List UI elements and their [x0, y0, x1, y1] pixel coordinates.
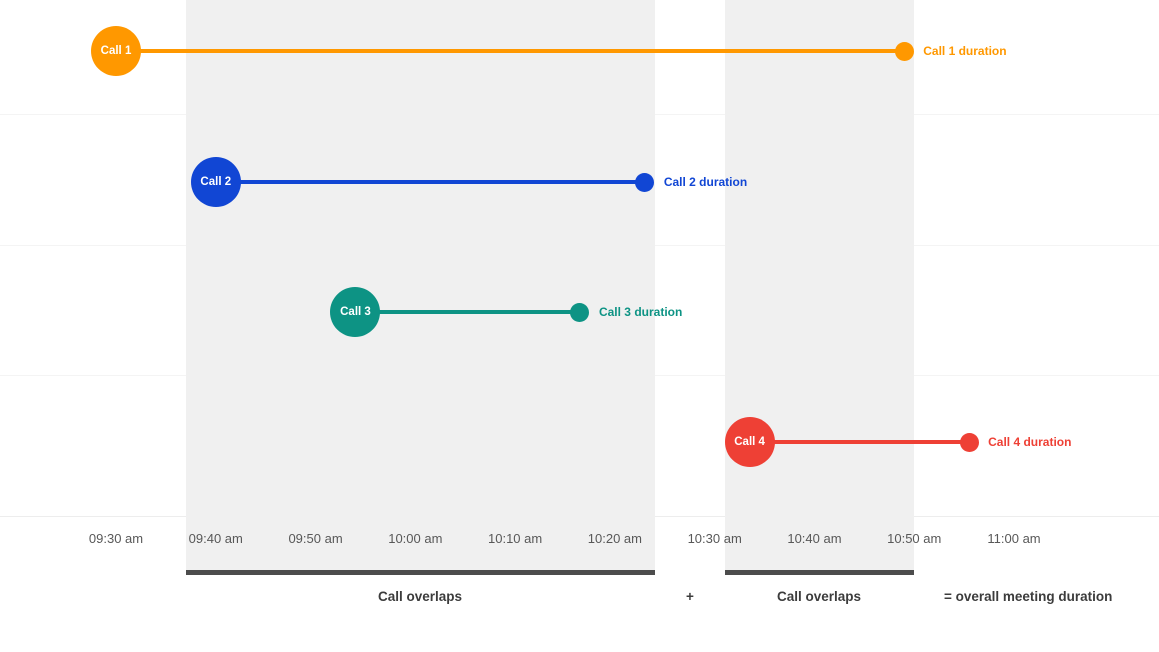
axis-tick-label: 10:20 am: [587, 531, 642, 546]
axis-tick-label: 09:30 am: [88, 531, 144, 546]
call-end-dot: [959, 432, 979, 452]
call-name-label: Call 1: [100, 45, 132, 57]
call-end-dot: [894, 41, 914, 61]
call-line: [749, 440, 970, 444]
overlap-underline-bar-2: [724, 570, 915, 575]
axis-tick-label: 09:40 am: [188, 531, 243, 546]
overlap-1-label: Call overlaps: [377, 589, 463, 604]
call-line: [215, 180, 645, 184]
call-line: [116, 49, 905, 53]
call-start-circle: Call 3: [330, 287, 381, 337]
call-start-circle: Call 4: [724, 417, 775, 467]
axis-tick-label: 10:30 am: [687, 531, 742, 546]
call-duration-label: Call 4 duration: [988, 435, 1072, 449]
overlap-2-label: Call overlaps: [776, 589, 862, 604]
call-name-label: Call 4: [734, 436, 765, 448]
call-duration-label: Call 1 duration: [923, 44, 1007, 58]
overlap-region-1: [185, 0, 655, 575]
axis-tick-label: 11:00 am: [987, 531, 1041, 546]
axis-tick-label: 10:10 am: [488, 531, 543, 546]
equals-overall-meeting-duration-label: = overall meeting duration: [944, 589, 1113, 604]
call-end-dot: [570, 302, 590, 322]
call-line: [355, 310, 580, 314]
overlap-underline-bar-1: [185, 570, 655, 575]
call-start-circle: Call 1: [91, 26, 141, 76]
call-start-circle: Call 2: [190, 157, 241, 207]
plus-sign: +: [686, 589, 694, 604]
call-name-label: Call 2: [200, 176, 232, 188]
call-duration-label: Call 2 duration: [663, 175, 748, 189]
axis-tick-label: 10:00 am: [388, 531, 443, 546]
axis-tick-label: 10:50 am: [887, 531, 942, 546]
call-duration-label: Call 3 duration: [598, 305, 683, 319]
call-name-label: Call 3: [340, 306, 371, 318]
overlap-region-2: [724, 0, 915, 575]
call-end-dot: [635, 172, 655, 192]
axis-tick-label: 10:40 am: [787, 531, 842, 546]
axis-tick-label: 09:50 am: [288, 531, 343, 546]
